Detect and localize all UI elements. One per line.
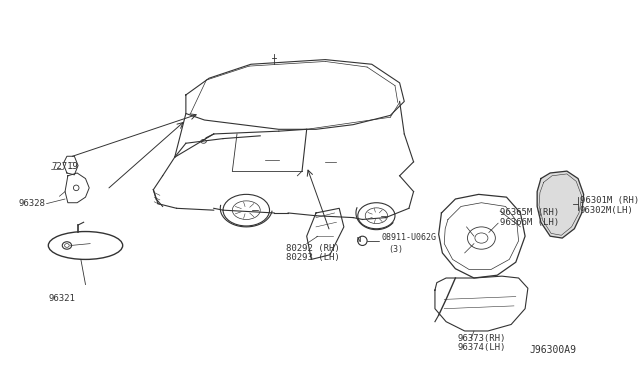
Text: 96366M (LH): 96366M (LH) xyxy=(500,218,559,227)
Text: 96301M (RH): 96301M (RH) xyxy=(580,196,639,205)
Text: 96302M(LH): 96302M(LH) xyxy=(580,205,634,215)
Text: J96300A9: J96300A9 xyxy=(529,345,576,355)
Text: (3): (3) xyxy=(388,244,403,254)
Text: 96365M (RH): 96365M (RH) xyxy=(500,208,559,217)
Text: 80292 (RH): 80292 (RH) xyxy=(286,244,340,253)
Text: 96373(RH): 96373(RH) xyxy=(457,334,506,343)
Polygon shape xyxy=(537,171,584,238)
Text: N: N xyxy=(356,237,361,243)
Text: 80293 (LH): 80293 (LH) xyxy=(286,253,340,262)
Text: 96328: 96328 xyxy=(19,199,45,208)
Text: 72719: 72719 xyxy=(51,162,78,171)
Text: 96374(LH): 96374(LH) xyxy=(457,343,506,352)
Text: 08911-U062G: 08911-U062G xyxy=(381,233,436,243)
Text: 96321: 96321 xyxy=(49,294,76,303)
